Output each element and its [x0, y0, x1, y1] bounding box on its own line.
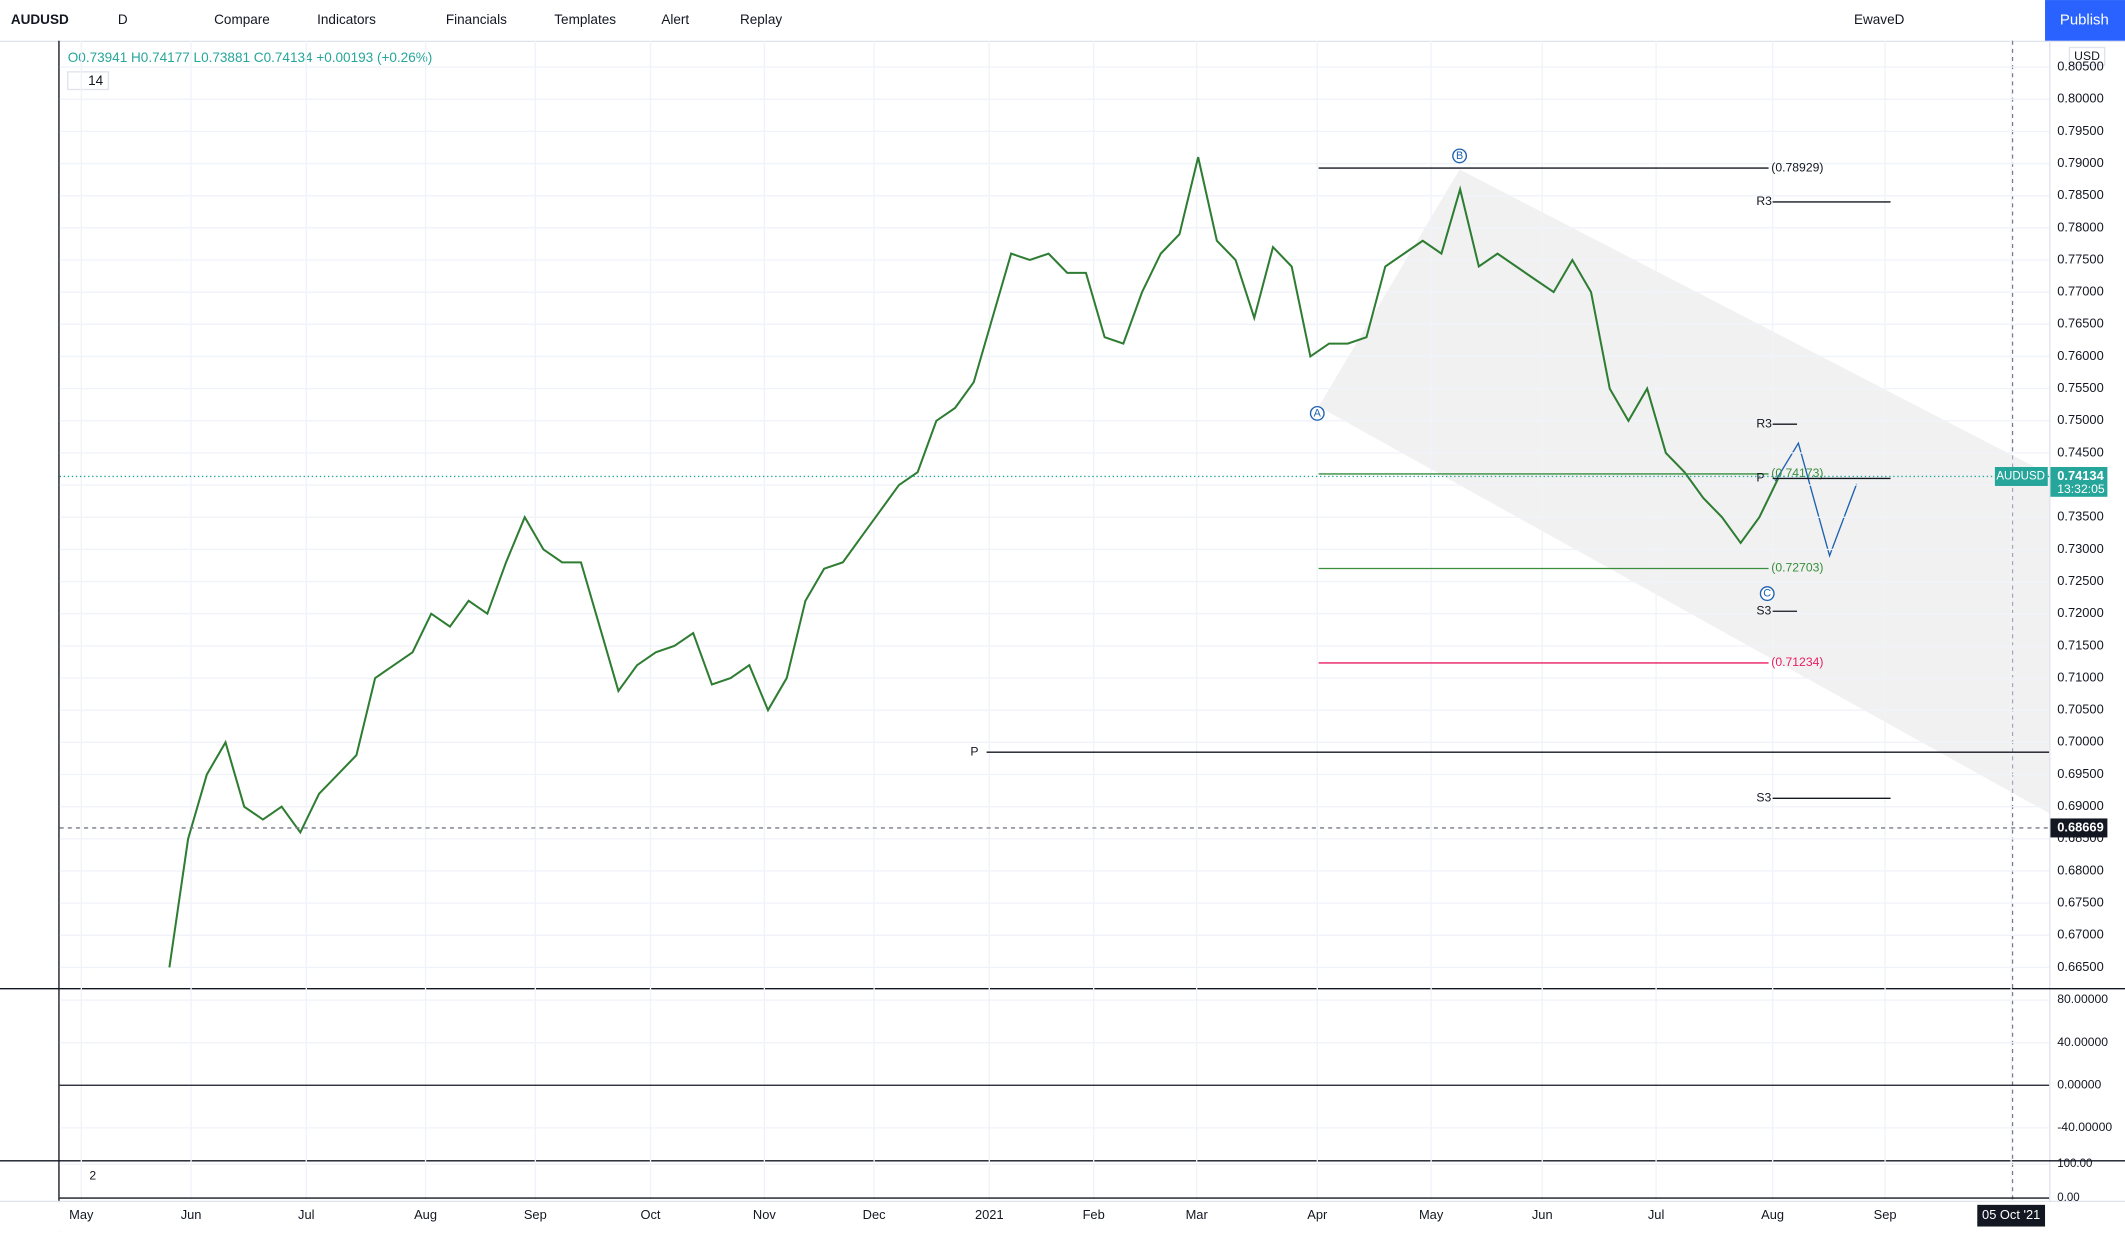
time-label: Jul: [1648, 1207, 1664, 1222]
price-tick-label: 0.79500: [2057, 123, 2103, 138]
price-tick-label: 0.80000: [2057, 91, 2103, 106]
time-label: Jun: [1532, 1207, 1553, 1222]
price-tick-label: 0.70000: [2057, 734, 2103, 749]
price-tick-label: 0.66500: [2057, 959, 2103, 974]
osc-tick-label: 0.00000: [2057, 1077, 2101, 1091]
time-label: Nov: [753, 1207, 776, 1222]
time-label: Feb: [1083, 1207, 1105, 1222]
time-label: May: [69, 1207, 94, 1222]
price-tick-label: 0.68000: [2057, 862, 2103, 877]
price-tick-label: 0.69000: [2057, 798, 2103, 813]
price-badge-label: 0.74134: [2057, 468, 2104, 483]
toolbar-button[interactable]: Templates: [554, 12, 616, 27]
osc-tick-label: 100.00: [2057, 1158, 2092, 1170]
price-badge: [2050, 466, 2108, 497]
pivot-label: S3: [1756, 603, 1771, 617]
price-tick-label: 0.70500: [2057, 702, 2103, 717]
price-tick-label: 0.75500: [2057, 380, 2103, 395]
time-label: Sep: [524, 1207, 547, 1222]
publish-label[interactable]: Publish: [2060, 12, 2109, 28]
price-tick-label: 0.76000: [2057, 348, 2103, 363]
price-tick-label: 0.71000: [2057, 669, 2103, 684]
wave-label: A: [1314, 407, 1322, 419]
price-tick-label: 0.78000: [2057, 219, 2103, 234]
toolbar-button[interactable]: Financials: [446, 12, 507, 27]
price-tick-label: 0.71500: [2057, 637, 2103, 652]
time-label: Jun: [181, 1207, 202, 1222]
toolbar-button[interactable]: Replay: [740, 12, 782, 27]
interval-button[interactable]: D: [118, 12, 128, 27]
symbol-badge: [1994, 466, 2048, 486]
pivot-label: R3: [1756, 416, 1772, 430]
wave-label: C: [1763, 587, 1771, 599]
time-label: Apr: [1307, 1207, 1328, 1222]
currency-box[interactable]: [2068, 46, 2106, 66]
toolbar: [0, 0, 2125, 41]
countdown-label: 13:32:05: [2057, 482, 2105, 496]
fib-label: (0.72703): [1771, 561, 1823, 575]
osc-tick-label: 80.00000: [2057, 992, 2108, 1006]
pivot-label: S3: [1756, 790, 1771, 804]
wave-marker: [1452, 148, 1468, 164]
stoch-length: 2: [89, 1169, 96, 1183]
toolbar-button[interactable]: Alert: [661, 12, 689, 27]
ohlc-legend: O0.73941 H0.74177 L0.73881 C0.74134 +0.0…: [68, 50, 433, 65]
time-badge: [1977, 1204, 2046, 1227]
price-tick-label: 0.69500: [2057, 766, 2103, 781]
osc-tick-label: 0.00: [2057, 1192, 2079, 1204]
time-label: Sep: [1874, 1207, 1897, 1222]
price-tick-label: 0.77500: [2057, 251, 2103, 266]
price-tick-label: 0.73500: [2057, 509, 2103, 524]
time-label: Aug: [414, 1207, 437, 1222]
price-tick-label: 0.67000: [2057, 927, 2103, 942]
length-box[interactable]: [67, 71, 110, 91]
price-tick-label: 0.78500: [2057, 187, 2103, 202]
price-tick-label: 0.67500: [2057, 895, 2103, 910]
osc-tick-label: -40.00000: [2057, 1120, 2112, 1134]
price-tick-label: 0.73000: [2057, 541, 2103, 556]
price-tick-label: 0.72500: [2057, 573, 2103, 588]
price-tick-label: 0.75000: [2057, 412, 2103, 427]
crosshair-label: 0.68669: [2057, 819, 2103, 834]
osc-tick-label: 40.00000: [2057, 1035, 2108, 1049]
crosshair-badge: [2050, 818, 2108, 838]
pivot-label: P: [1756, 471, 1764, 485]
time-label: 2021: [975, 1207, 1004, 1222]
price-tick-label: 0.74500: [2057, 444, 2103, 459]
price-tick-label: 0.77000: [2057, 284, 2103, 299]
price-tick-label: 0.79000: [2057, 155, 2103, 170]
length-label: 14: [88, 73, 104, 88]
time-label: 05 Oct '21: [1982, 1207, 2040, 1222]
time-label: Aug: [1761, 1207, 1784, 1222]
pivot-label: P: [970, 744, 978, 758]
currency-label: USD: [2074, 49, 2100, 63]
price-tick-label: 0.76500: [2057, 316, 2103, 331]
symbol-badge-label: AUDUSD: [1996, 471, 2045, 483]
time-label: Jul: [298, 1207, 314, 1222]
publish-button[interactable]: [2045, 0, 2125, 41]
pitchfork-channel: [1318, 169, 2050, 814]
fib-label: (0.78929): [1771, 160, 1823, 174]
symbol-button[interactable]: AUDUSD: [11, 12, 69, 27]
price-line: [168, 156, 1779, 968]
time-axis: [0, 1202, 2125, 1232]
layout-button[interactable]: EwaveD: [1854, 12, 1905, 27]
fib-label: (0.71234): [1771, 655, 1823, 669]
projection-path: [1774, 441, 1858, 558]
wave-marker: [1309, 405, 1325, 421]
time-label: Dec: [863, 1207, 886, 1222]
price-tick-label: 0.80500: [2057, 58, 2103, 73]
time-label: May: [1419, 1207, 1444, 1222]
price-tick-label: 0.72000: [2057, 605, 2103, 620]
toolbar-button[interactable]: Indicators: [317, 12, 376, 27]
wave-label: B: [1456, 150, 1463, 162]
time-label: Mar: [1186, 1207, 1209, 1222]
pivot-label: R3: [1756, 194, 1772, 208]
wave-marker: [1759, 586, 1775, 602]
toolbar-button[interactable]: Compare: [214, 12, 270, 27]
time-label: Oct: [641, 1207, 661, 1222]
